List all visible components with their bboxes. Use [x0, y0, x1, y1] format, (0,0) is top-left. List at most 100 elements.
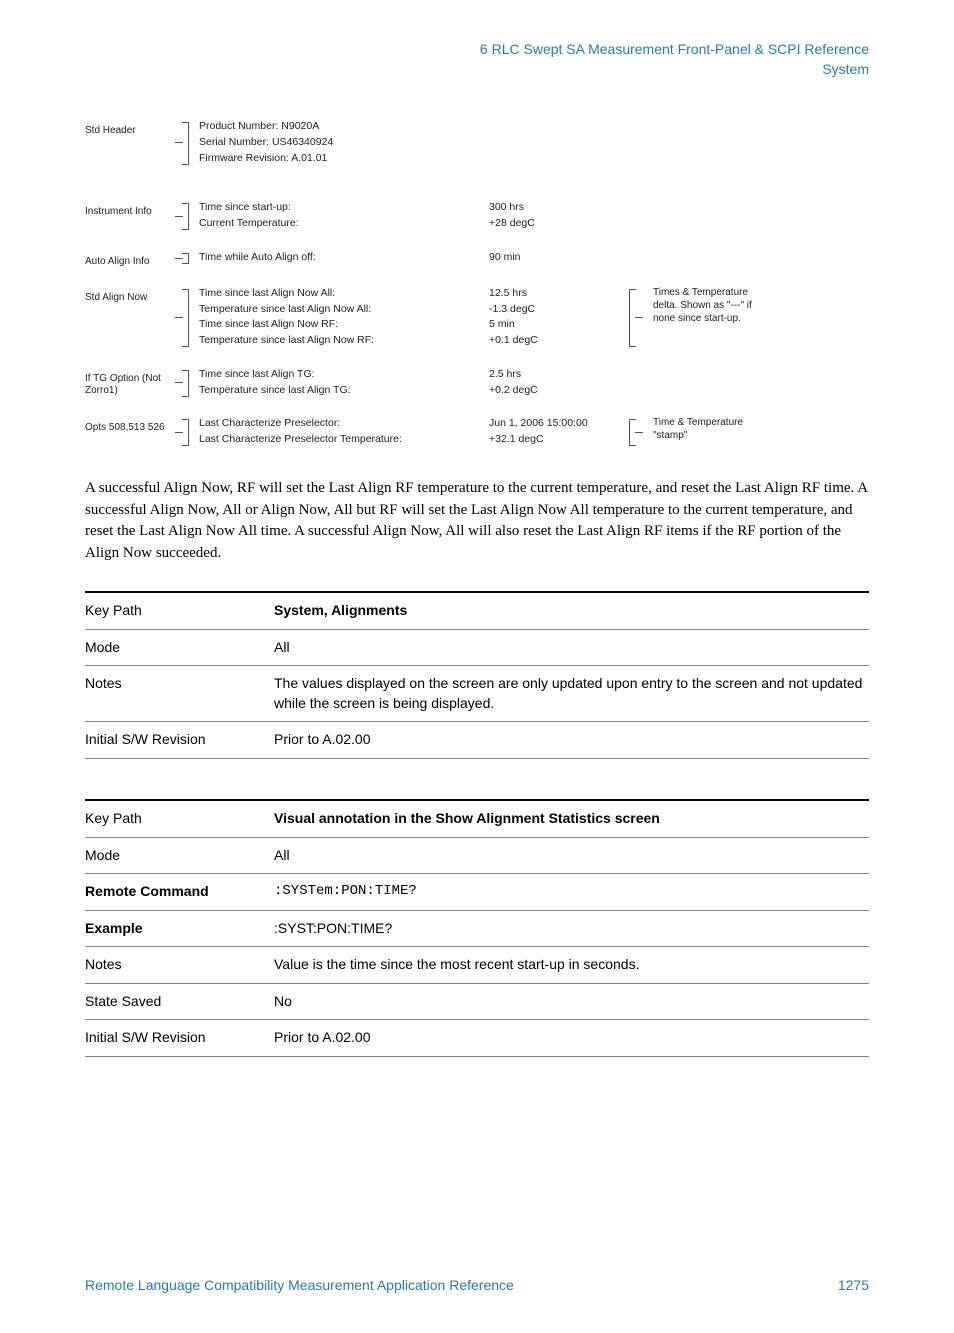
diagram-group: Auto Align Info Time while Auto Align off…: [85, 250, 869, 268]
brace-left-icon: [175, 250, 189, 266]
table-value: All: [274, 837, 869, 874]
alignment-statistics-diagram: Std Header Product Number: N9020ASerial N…: [85, 119, 869, 448]
table-label: Notes: [85, 947, 274, 984]
diagram-val-line: -1.3 degC: [489, 302, 629, 318]
diagram-val-col: [489, 119, 629, 166]
diagram-desc-line: Temperature since last Align Now All:: [199, 302, 489, 318]
diagram-group: Opts 508,513 526Last Characterize Presel…: [85, 416, 869, 448]
diagram-val-line: 300 hrs: [489, 200, 629, 216]
diagram-val-col: 300 hrs+28 degC: [489, 200, 629, 232]
table-value: No: [274, 983, 869, 1020]
diagram-desc-line: Current Temperature:: [199, 216, 489, 232]
diagram-group: Std Header Product Number: N9020ASerial N…: [85, 119, 869, 166]
table-value: Visual annotation in the Show Alignment …: [274, 800, 869, 837]
diagram-group: If TG Option (Not Zorro1) Time since last…: [85, 367, 869, 399]
diagram-group-label: Std Header: [85, 119, 175, 137]
footer-left: Remote Language Compatibility Measuremen…: [85, 1277, 514, 1293]
brace-left-icon: [175, 367, 189, 398]
diagram-desc-line: Serial Number: US46340924: [199, 135, 489, 151]
table-label: State Saved: [85, 983, 274, 1020]
diagram-desc-line: Time while Auto Align off:: [199, 250, 489, 266]
diagram-val-line: +32.1 degC: [489, 432, 629, 448]
diagram-group: Std Align Now Time since last Align Now A…: [85, 286, 869, 349]
table-row: Initial S/W RevisionPrior to A.02.00: [85, 722, 869, 759]
diagram-val-line: +28 degC: [489, 216, 629, 232]
header-line2: System: [85, 60, 869, 80]
table-label: Remote Command: [85, 874, 274, 911]
table-value: Prior to A.02.00: [274, 722, 869, 759]
table-row: NotesValue is the time since the most re…: [85, 947, 869, 984]
brace-right-icon: [629, 119, 643, 166]
table-row: Initial S/W RevisionPrior to A.02.00: [85, 1020, 869, 1057]
diagram-desc-line: Time since last Align TG:: [199, 367, 489, 383]
diagram-val-line: 12.5 hrs: [489, 286, 629, 302]
diagram-group-label: Auto Align Info: [85, 250, 175, 268]
brace-left-icon: [175, 286, 189, 348]
diagram-val-col: 90 min: [489, 250, 629, 266]
table-label: Mode: [85, 629, 274, 666]
table-value: :SYST:PON:TIME?: [274, 910, 869, 947]
page-header: 6 RLC Swept SA Measurement Front-Panel &…: [85, 40, 869, 79]
brace-right-icon: [629, 200, 643, 231]
diagram-desc-col: Last Characterize Preselector:Last Chara…: [189, 416, 489, 448]
diagram-desc-line: Temperature since last Align TG:: [199, 383, 489, 399]
diagram-val-col: 12.5 hrs-1.3 degC5 min+0.1 degC: [489, 286, 629, 349]
table-row: Key PathSystem, Alignments: [85, 592, 869, 629]
diagram-val-line: +0.1 degC: [489, 333, 629, 349]
diagram-desc-line: Firmware Revision: A.01.01: [199, 151, 489, 167]
diagram-val-line: 90 min: [489, 250, 629, 266]
table-value: The values displayed on the screen are o…: [274, 666, 869, 722]
diagram-group-label: If TG Option (Not Zorro1): [85, 367, 175, 397]
diagram-desc-line: Temperature since last Align Now RF:: [199, 333, 489, 349]
diagram-annotation: Times & Temperature delta. Shown as "---…: [643, 286, 763, 325]
footer-page-number: 1275: [838, 1277, 869, 1293]
table-row: State SavedNo: [85, 983, 869, 1020]
table-label: Initial S/W Revision: [85, 1020, 274, 1057]
diagram-desc-col: Time since last Align TG:Temperature sin…: [189, 367, 489, 399]
table-value: System, Alignments: [274, 592, 869, 629]
diagram-group-label: Std Align Now: [85, 286, 175, 304]
table-value: Prior to A.02.00: [274, 1020, 869, 1057]
brace-left-icon: [175, 119, 189, 166]
table-row: ModeAll: [85, 837, 869, 874]
diagram-desc-line: Last Characterize Preselector Temperatur…: [199, 432, 489, 448]
table-label: Key Path: [85, 592, 274, 629]
table-row: Example:SYST:PON:TIME?: [85, 910, 869, 947]
diagram-annotation: Time & Temperature "stamp": [643, 416, 763, 442]
table-label: Key Path: [85, 800, 274, 837]
diagram-desc-line: Time since last Align Now All:: [199, 286, 489, 302]
body-paragraph: A successful Align Now, RF will set the …: [85, 478, 869, 565]
diagram-val-line: [489, 135, 629, 151]
reference-table-2: Key PathVisual annotation in the Show Al…: [85, 799, 869, 1057]
header-line1: 6 RLC Swept SA Measurement Front-Panel &…: [85, 40, 869, 60]
brace-left-icon: [175, 200, 189, 231]
diagram-group: Instrument InfoTime since start-up:Curre…: [85, 200, 869, 232]
table-row: Key PathVisual annotation in the Show Al…: [85, 800, 869, 837]
table-row: Remote Command:SYSTem:PON:TIME?: [85, 874, 869, 911]
diagram-val-col: Jun 1, 2006 15:00:00+32.1 degC: [489, 416, 629, 448]
diagram-desc-line: Product Number: N9020A: [199, 119, 489, 135]
table-row: NotesThe values displayed on the screen …: [85, 666, 869, 722]
diagram-val-line: +0.2 degC: [489, 383, 629, 399]
diagram-desc-line: Time since start-up:: [199, 200, 489, 216]
diagram-val-line: Jun 1, 2006 15:00:00: [489, 416, 629, 432]
diagram-desc-line: Last Characterize Preselector:: [199, 416, 489, 432]
brace-right-icon: [629, 416, 643, 447]
diagram-desc-col: Time while Auto Align off:: [189, 250, 489, 266]
table-label: Notes: [85, 666, 274, 722]
diagram-desc-line: Time since last Align Now RF:: [199, 317, 489, 333]
table-label: Initial S/W Revision: [85, 722, 274, 759]
table-value: :SYSTem:PON:TIME?: [274, 874, 869, 911]
table-label: Example: [85, 910, 274, 947]
reference-table-1: Key PathSystem, AlignmentsModeAllNotesTh…: [85, 591, 869, 759]
diagram-val-line: 5 min: [489, 317, 629, 333]
table-row: ModeAll: [85, 629, 869, 666]
diagram-val-line: 2.5 hrs: [489, 367, 629, 383]
diagram-val-col: 2.5 hrs+0.2 degC: [489, 367, 629, 399]
page-footer: Remote Language Compatibility Measuremen…: [85, 1277, 869, 1293]
diagram-val-line: [489, 151, 629, 167]
brace-right-icon: [629, 250, 643, 266]
brace-right-icon: [629, 286, 643, 348]
diagram-desc-col: Time since start-up:Current Temperature:: [189, 200, 489, 232]
table-value: All: [274, 629, 869, 666]
